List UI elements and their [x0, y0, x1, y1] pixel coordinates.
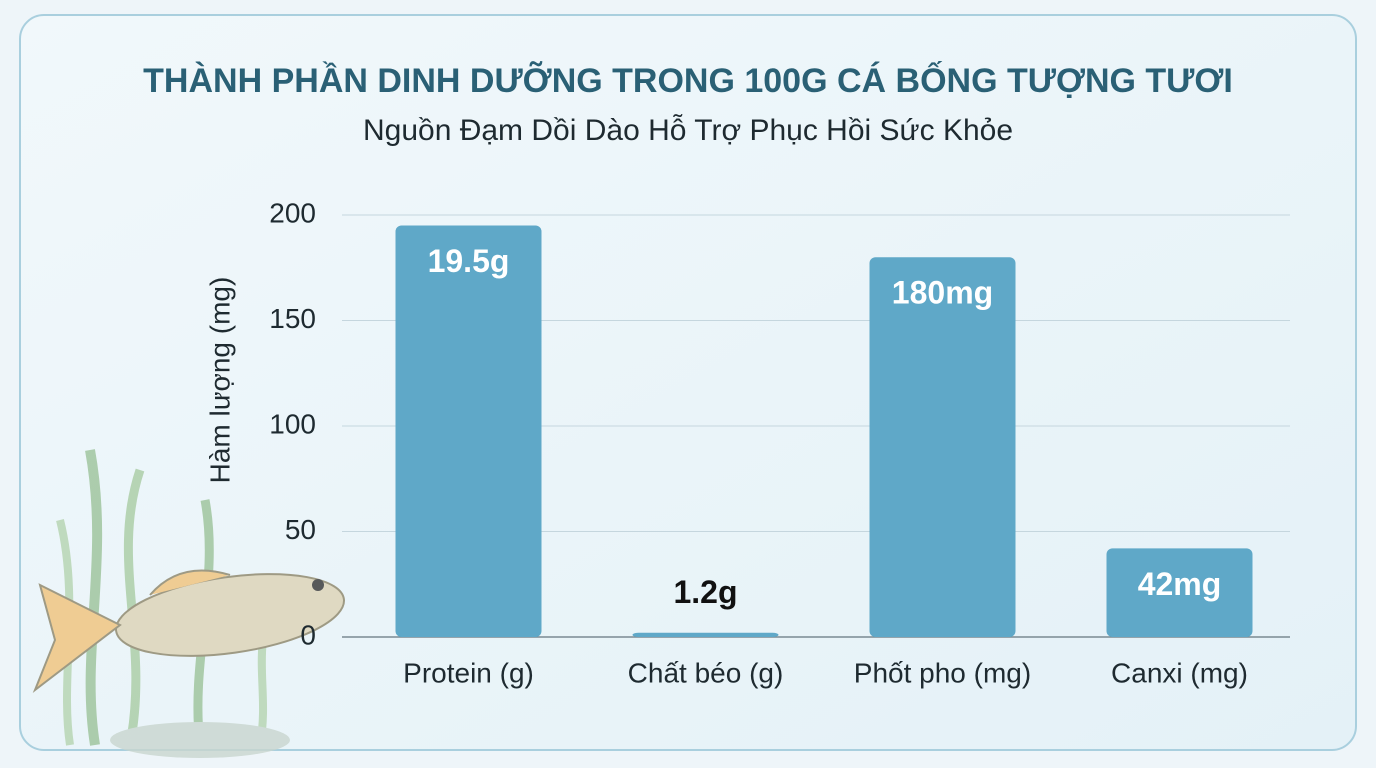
bar — [395, 225, 542, 638]
y-tick-label: 100 — [269, 408, 316, 439]
y-tick-label: 50 — [285, 514, 316, 545]
y-axis-label: Hàm lượng (mg) — [204, 277, 235, 484]
value-label: 19.5g — [428, 243, 510, 279]
y-tick-label: 200 — [269, 197, 316, 228]
bar — [1106, 548, 1253, 637]
value-label: 180mg — [892, 275, 993, 311]
card — [19, 14, 1357, 751]
bar — [632, 632, 779, 637]
value-label: 42mg — [1138, 566, 1222, 602]
chart-subtitle: Nguồn Đạm Dồi Dào Hỗ Trợ Phục Hồi Sức Kh… — [363, 114, 1013, 147]
value-label: 1.2g — [673, 574, 737, 610]
x-tick-label: Protein (g) — [403, 657, 534, 688]
x-tick-label: Chất béo (g) — [628, 657, 784, 688]
bar — [869, 257, 1016, 637]
x-tick-label: Phốt pho (mg) — [854, 657, 1031, 688]
decoration — [32, 449, 346, 758]
y-tick-label: 0 — [300, 619, 316, 650]
y-tick-label: 150 — [269, 303, 316, 334]
chart-title: THÀNH PHẦN DINH DƯỠNG TRONG 100G CÁ BỐNG… — [143, 61, 1233, 100]
x-tick-label: Canxi (mg) — [1111, 657, 1248, 688]
